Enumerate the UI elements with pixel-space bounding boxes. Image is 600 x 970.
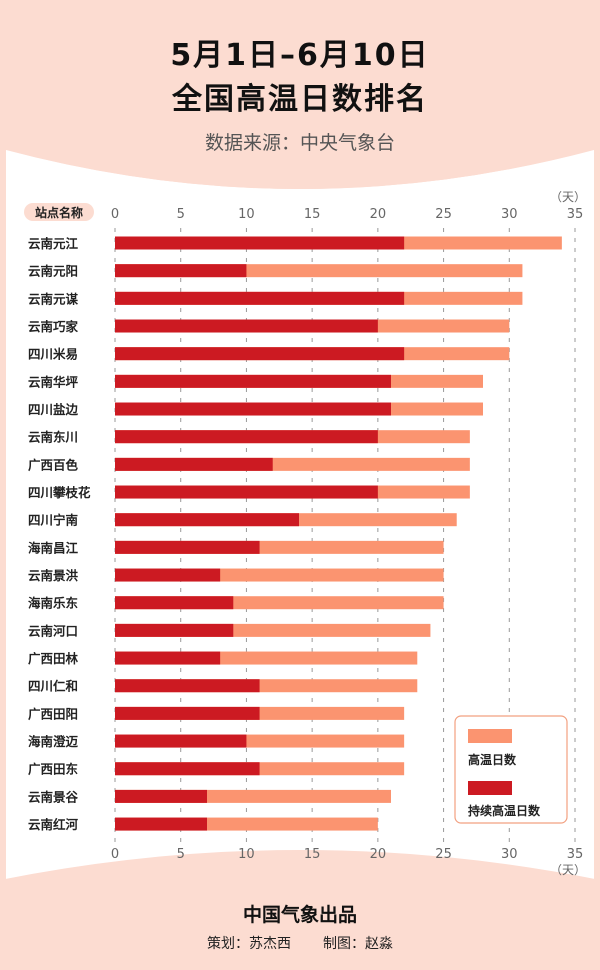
bar-consecutive-high-temp-days xyxy=(115,291,405,305)
x-tick-label-top: 15 xyxy=(304,207,321,222)
legend: 高温日数 持续高温日数 xyxy=(454,715,568,824)
legend-swatch-high-temp xyxy=(468,729,512,743)
bar-consecutive-high-temp-days xyxy=(115,679,260,693)
bar-consecutive-high-temp-days xyxy=(115,789,207,803)
category-label: 云南元谋 xyxy=(28,291,79,306)
planner-credit: 策划：苏杰西 xyxy=(207,936,291,952)
x-tick-label-bottom: 30 xyxy=(501,847,518,862)
category-label: 云南红河 xyxy=(28,817,79,832)
category-label: 云南巧家 xyxy=(28,319,79,334)
x-tick-label-bottom: 0 xyxy=(111,847,119,862)
x-tick-label-top: 0 xyxy=(111,207,119,222)
producer-credit: 中国气象出品 xyxy=(242,904,357,926)
bar-consecutive-high-temp-days xyxy=(115,374,391,388)
category-label: 广西田林 xyxy=(28,651,79,666)
category-label: 云南景谷 xyxy=(28,789,79,804)
credits: 策划：苏杰西 制图：赵淼 xyxy=(0,933,600,953)
bar-consecutive-high-temp-days xyxy=(115,540,260,554)
x-tick-label-bottom: 35 xyxy=(567,847,584,862)
bar-consecutive-high-temp-days xyxy=(115,319,378,333)
x-tick-label-bottom: 10 xyxy=(238,847,255,862)
category-label: 云南景洪 xyxy=(28,568,79,583)
bar-consecutive-high-temp-days xyxy=(115,264,247,278)
category-label: 广西田阳 xyxy=(28,706,78,721)
bar-consecutive-high-temp-days xyxy=(115,568,221,582)
bar-consecutive-high-temp-days xyxy=(115,762,260,776)
bar-consecutive-high-temp-days xyxy=(115,430,378,444)
x-tick-label-top: 35 xyxy=(567,207,584,222)
bar-consecutive-high-temp-days xyxy=(115,236,405,250)
x-tick-label-bottom: 15 xyxy=(304,847,321,862)
category-label: 云南元阳 xyxy=(28,264,78,279)
bar-consecutive-high-temp-days xyxy=(115,485,378,499)
bar-consecutive-high-temp-days xyxy=(115,817,207,831)
category-label: 广西田东 xyxy=(28,762,79,777)
category-label: 四川米易 xyxy=(28,347,78,362)
bar-consecutive-high-temp-days xyxy=(115,457,273,471)
category-label: 四川攀枝花 xyxy=(28,485,91,500)
bar-consecutive-high-temp-days xyxy=(115,347,405,361)
unit-label-bottom: （天） xyxy=(550,863,586,877)
bar-consecutive-high-temp-days xyxy=(115,651,221,665)
white-panel xyxy=(6,85,594,970)
category-label: 广西百色 xyxy=(28,457,79,472)
bar-consecutive-high-temp-days xyxy=(115,596,234,610)
x-tick-label-bottom: 20 xyxy=(370,847,387,862)
legend-label-consecutive: 持续高温日数 xyxy=(468,803,541,818)
category-label: 云南华坪 xyxy=(28,374,79,389)
category-label: 海南澄迈 xyxy=(28,734,79,749)
category-label: 海南乐东 xyxy=(28,596,79,611)
legend-swatch-consecutive xyxy=(468,781,512,795)
bar-consecutive-high-temp-days xyxy=(115,402,391,416)
x-tick-label-bottom: 5 xyxy=(177,847,185,862)
category-label: 四川仁和 xyxy=(28,679,78,694)
category-label: 云南元江 xyxy=(28,236,79,251)
data-source: 数据来源：中央气象台 xyxy=(204,132,395,154)
category-header-pill xyxy=(24,203,94,221)
title-line-1: 5月1日–6月10日 xyxy=(170,38,430,73)
x-tick-label-top: 5 xyxy=(177,207,185,222)
bar-consecutive-high-temp-days xyxy=(115,623,234,637)
category-label: 海南昌江 xyxy=(28,540,79,555)
unit-label-top: （天） xyxy=(550,190,586,204)
bar-consecutive-high-temp-days xyxy=(115,706,260,720)
x-tick-label-top: 30 xyxy=(501,207,518,222)
x-tick-label-top: 25 xyxy=(435,207,452,222)
bar-consecutive-high-temp-days xyxy=(115,513,299,527)
category-label: 四川盐边 xyxy=(28,402,79,417)
category-label: 云南河口 xyxy=(28,623,78,638)
legend-label-high-temp: 高温日数 xyxy=(468,752,517,767)
x-tick-label-top: 10 xyxy=(238,207,255,222)
x-tick-label-bottom: 25 xyxy=(435,847,452,862)
title-line-2: 全国高温日数排名 xyxy=(172,82,428,117)
bar-consecutive-high-temp-days xyxy=(115,734,247,748)
x-tick-label-top: 20 xyxy=(370,207,387,222)
category-header: 站点名称 xyxy=(35,205,83,220)
category-label: 四川宁南 xyxy=(28,513,79,528)
designer-credit: 制图：赵淼 xyxy=(323,936,393,952)
category-label: 云南东川 xyxy=(28,430,78,445)
